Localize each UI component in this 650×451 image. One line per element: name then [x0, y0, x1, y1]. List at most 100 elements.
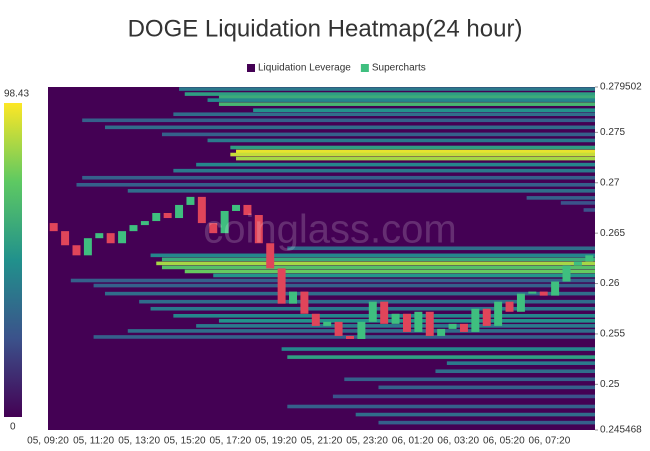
heat-band: [583, 208, 595, 212]
x-tick-label: 05, 15:20: [164, 436, 206, 447]
heat-band: [82, 175, 595, 180]
heat-band: [173, 112, 595, 117]
x-tick-label: 05, 17:20: [209, 436, 251, 447]
candle: [277, 268, 286, 304]
heat-band: [344, 377, 595, 382]
heat-band: [236, 156, 595, 161]
candle: [539, 291, 548, 296]
heat-band: [526, 196, 595, 200]
heat-band: [207, 138, 595, 143]
y-tick-label: 0.265: [600, 228, 625, 239]
heat-band: [139, 299, 595, 304]
candle: [197, 196, 206, 224]
candle: [414, 311, 423, 332]
heat-band: [435, 369, 595, 374]
x-tick-label: 05, 19:20: [255, 436, 297, 447]
candle: [562, 265, 571, 282]
x-tick-label: 06, 01:20: [392, 436, 434, 447]
y-tick-label: 0.26: [600, 278, 620, 289]
heat-band: [161, 132, 596, 137]
watermark: coinglass.com: [203, 208, 456, 252]
x-tick-label: 06, 03:20: [437, 436, 479, 447]
candle: [357, 321, 366, 339]
legend-label: Liquidation Leverage: [258, 63, 351, 74]
candle: [266, 243, 275, 269]
heat-band: [287, 404, 595, 409]
candle: [448, 323, 457, 329]
heat-band: [93, 283, 595, 288]
heat-band: [196, 324, 596, 328]
candle: [49, 223, 58, 232]
heat-band: [184, 269, 595, 274]
candle: [300, 291, 309, 314]
heat-band: [230, 145, 596, 150]
candle: [175, 204, 184, 219]
y-tick-label: 0.255: [600, 329, 625, 340]
heat-band: [230, 152, 596, 157]
candle: [402, 313, 411, 332]
heat-band: [70, 278, 595, 283]
heat-band: [179, 87, 596, 91]
y-tick-label: 0.25: [600, 379, 620, 390]
candle: [323, 321, 332, 326]
candle: [585, 255, 594, 262]
candle: [95, 233, 104, 239]
candle: [118, 231, 127, 244]
candle: [482, 308, 491, 326]
x-tick-label: 05, 13:20: [118, 436, 160, 447]
candle: [380, 301, 389, 324]
heat-band: [378, 385, 595, 390]
heat-band: [156, 261, 595, 266]
candle: [106, 233, 115, 244]
candle: [573, 261, 582, 266]
heat-band: [560, 201, 595, 205]
candle: [83, 238, 92, 256]
candle: [220, 210, 229, 234]
candle: [254, 215, 263, 244]
heat-band: [173, 168, 595, 173]
candle: [494, 301, 503, 326]
candle: [163, 212, 172, 219]
candle-layer: [49, 196, 594, 339]
candle: [186, 196, 195, 205]
candle: [334, 321, 343, 336]
heat-band: [287, 355, 595, 359]
heat-band: [218, 102, 595, 106]
heat-band: [446, 361, 595, 365]
colorbar-max: 98.43: [4, 89, 29, 100]
candle: [471, 308, 480, 332]
candle: [391, 313, 400, 324]
legend-swatch: [360, 64, 369, 72]
x-tick-label: 06, 07:20: [529, 436, 571, 447]
heat-band: [287, 246, 595, 251]
heat-band: [93, 335, 595, 339]
colorbar: [4, 103, 22, 417]
x-tick-label: 06, 05:20: [483, 436, 525, 447]
heat-band: [253, 108, 595, 112]
candle: [289, 291, 297, 304]
candle: [505, 301, 514, 312]
candle: [129, 225, 138, 232]
heat-band: [104, 291, 596, 296]
y-tick-label: 0.279502: [600, 82, 642, 93]
colorbar-min: 0: [10, 422, 16, 433]
heat-band: [104, 125, 596, 130]
candle: [152, 212, 161, 222]
heat-band: [76, 182, 596, 187]
heat-band: [150, 253, 595, 258]
x-tick-label: 05, 09:20: [27, 436, 69, 447]
candle: [61, 231, 70, 246]
y-tick-label: 0.275: [600, 127, 625, 138]
candle: [551, 281, 560, 296]
heat-band: [127, 189, 595, 193]
y-tick-label: 0.27: [600, 177, 620, 188]
heat-band: [207, 98, 595, 102]
heat-band: [184, 92, 595, 96]
candle: [311, 313, 320, 326]
heat-band: [378, 420, 595, 425]
candle: [516, 293, 525, 312]
chart-title: DOGE Liquidation Heatmap(24 hour): [128, 15, 523, 42]
heat-layer: [70, 87, 596, 425]
candle: [437, 328, 446, 336]
